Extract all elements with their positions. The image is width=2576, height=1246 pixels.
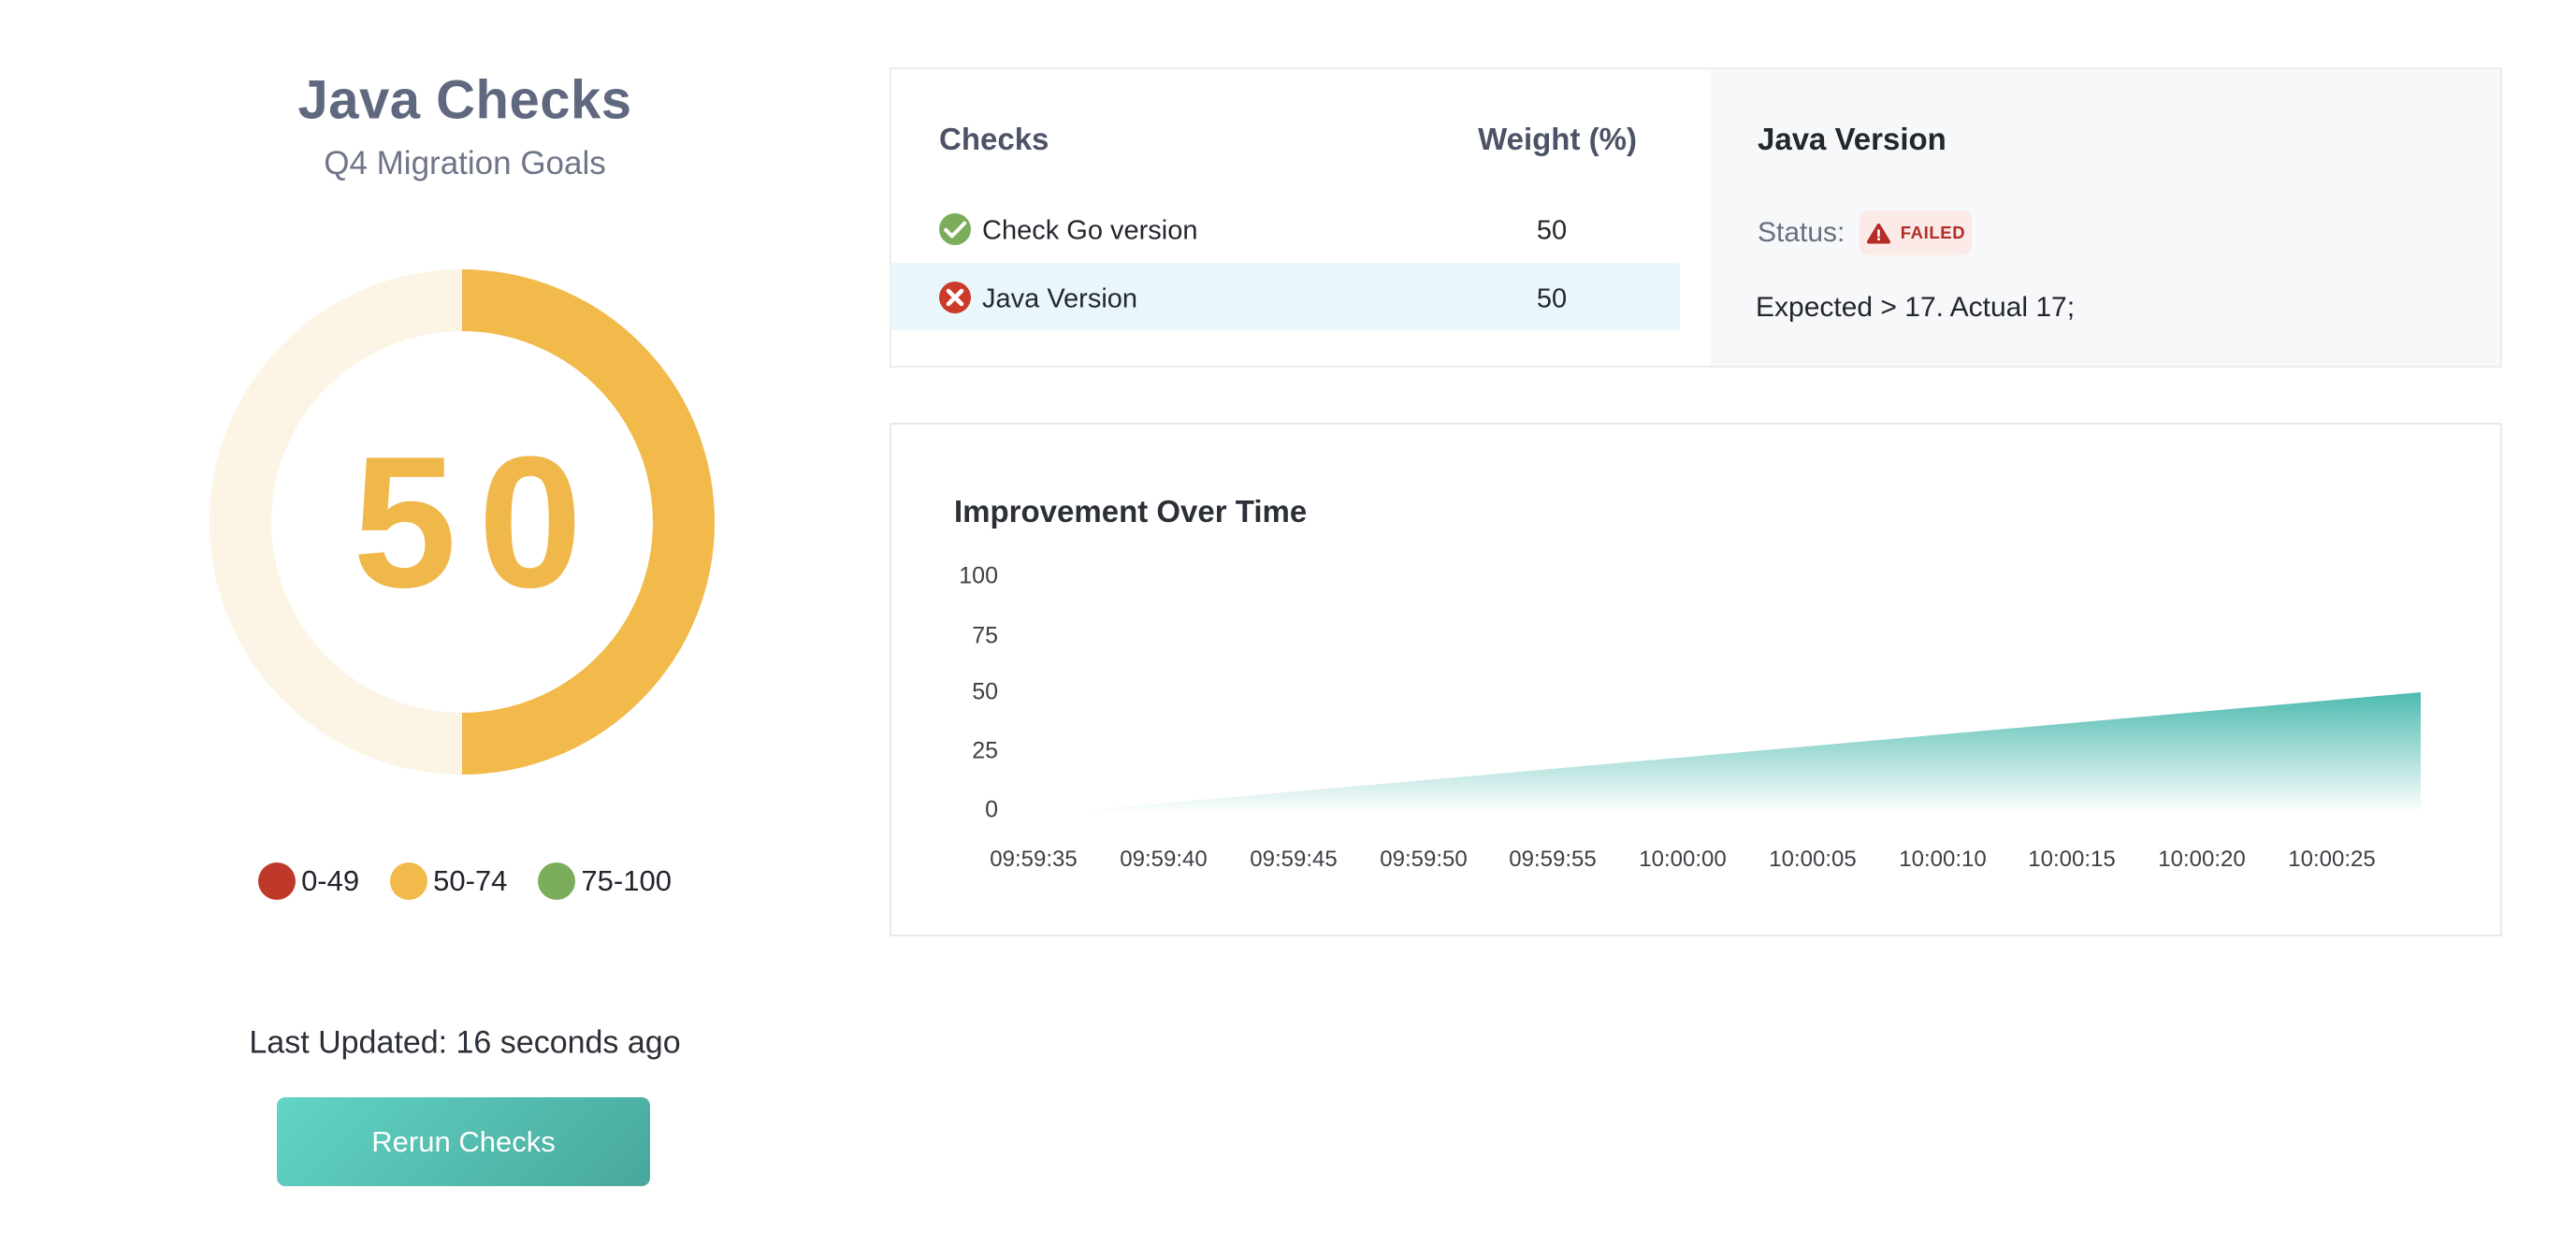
svg-text:50: 50 <box>353 418 603 627</box>
